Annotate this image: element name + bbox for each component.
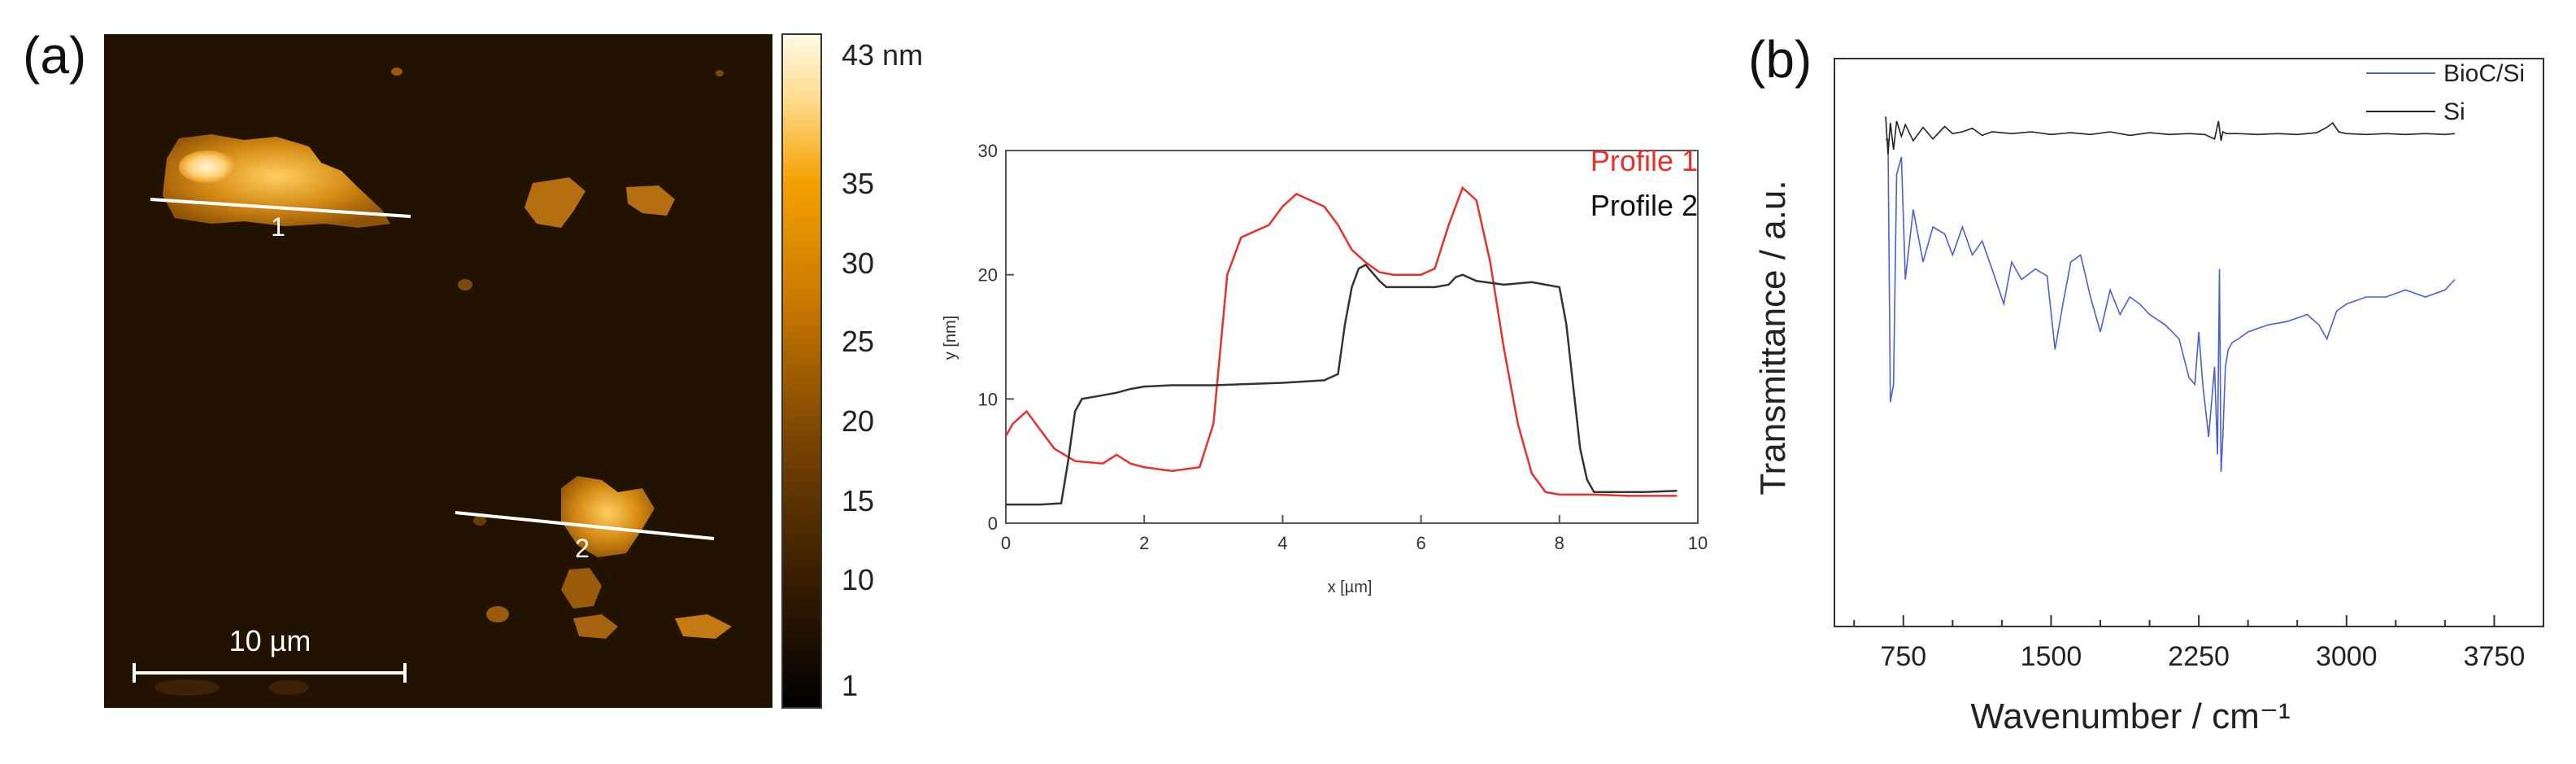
profile-plot: 0 2 4 6 8 10 0 10 20 30 bbox=[978, 141, 1708, 553]
afm-particle bbox=[626, 186, 675, 216]
afm-particle bbox=[675, 614, 732, 639]
afm-image: 1 2 10 µm bbox=[104, 34, 772, 708]
colorbar: 43 nm 35 30 25 20 15 10 1 bbox=[781, 33, 923, 709]
afm-particle bbox=[391, 68, 402, 76]
afm-particle bbox=[268, 680, 309, 695]
colorbar-tick: 25 bbox=[842, 325, 874, 358]
colorbar-tick: 20 bbox=[842, 404, 874, 438]
profile-line-2 bbox=[455, 511, 715, 540]
profile-line-1-label: 1 bbox=[271, 212, 285, 242]
ftir-x-axis-label: Wavenumber / cm⁻¹ bbox=[1970, 696, 2290, 736]
panel-a-label: (a) bbox=[23, 26, 86, 85]
afm-hotspot bbox=[179, 151, 236, 183]
ftir-x-tick-label: 3000 bbox=[2316, 641, 2378, 672]
afm-particle bbox=[561, 568, 602, 609]
legend-bioc-si: BioC/Si bbox=[2443, 60, 2525, 87]
colorbar-tick: 30 bbox=[842, 247, 874, 280]
colorbar-tick: 35 bbox=[842, 167, 874, 200]
ftir-y-axis-label: Transmittance / a.u. bbox=[1753, 180, 1793, 495]
height-profile-chart: 0 2 4 6 8 10 0 10 20 30 x [µm] y [nm] Profile 1 P… bbox=[942, 141, 1708, 596]
panel-b-label: (b) bbox=[1748, 30, 1812, 89]
profile-plot-frame bbox=[1005, 150, 1699, 524]
profile-x-tick-label: 2 bbox=[1139, 533, 1149, 553]
profile-y-axis-label: y [nm] bbox=[942, 316, 959, 360]
ftir-x-tick-label: 2250 bbox=[2168, 641, 2230, 672]
profile-series-2-line bbox=[1006, 263, 1677, 506]
afm-particle bbox=[524, 177, 585, 228]
ftir-series-1-line bbox=[1886, 138, 2456, 473]
profile-y-tick-label: 30 bbox=[978, 141, 998, 161]
colorbar-tick: 1 bbox=[842, 669, 858, 702]
profile-y-tick-label: 10 bbox=[978, 389, 998, 409]
afm-features bbox=[154, 68, 732, 696]
profile-x-tick-label: 0 bbox=[1001, 533, 1011, 553]
colorbar-top-label: 43 nm bbox=[842, 38, 923, 72]
ftir-x-tick-label: 750 bbox=[1880, 641, 1926, 672]
afm-particle bbox=[573, 614, 618, 639]
colorbar-gradient bbox=[781, 33, 822, 709]
profile-x-tick-label: 8 bbox=[1555, 533, 1564, 553]
profile-series-1-line bbox=[1004, 186, 1677, 497]
profile-line-1 bbox=[150, 198, 411, 218]
profile-y-tick-label: 0 bbox=[988, 513, 998, 534]
profile-x-tick-label: 4 bbox=[1277, 533, 1287, 553]
ftir-x-tick-label: 1500 bbox=[2021, 641, 2082, 672]
scalebar-label: 10 µm bbox=[229, 624, 311, 657]
legend-profile-2: Profile 2 bbox=[1590, 189, 1698, 222]
profile-x-tick-label: 10 bbox=[1688, 533, 1708, 553]
ftir-x-tick-label: 3750 bbox=[2464, 641, 2526, 672]
colorbar-tick: 10 bbox=[842, 563, 874, 596]
legend-profile-1: Profile 1 bbox=[1590, 144, 1698, 177]
profile-line-2-label: 2 bbox=[575, 534, 590, 563]
afm-particle bbox=[561, 476, 655, 557]
ftir-plot-frame bbox=[1834, 58, 2544, 627]
profile-x-axis-label: x [µm] bbox=[1328, 578, 1373, 596]
scalebar: 10 µm bbox=[133, 624, 407, 683]
afm-particle bbox=[716, 70, 724, 76]
ftir-plot: 750 1500 2250 3000 3750 bbox=[1834, 58, 2544, 672]
colorbar-tick: 15 bbox=[842, 484, 874, 517]
afm-particle bbox=[154, 679, 220, 696]
ftir-series-2-line bbox=[1885, 116, 2456, 155]
afm-particle bbox=[473, 516, 486, 526]
legend-si: Si bbox=[2443, 98, 2465, 125]
ftir-chart: 750 1500 2250 3000 3750 Wavenumber / cm⁻¹ Tr… bbox=[1753, 58, 2544, 736]
afm-particle bbox=[458, 279, 472, 290]
afm-particle bbox=[486, 606, 509, 622]
profile-x-tick-label: 6 bbox=[1416, 533, 1425, 553]
profile-y-tick-label: 20 bbox=[978, 265, 998, 286]
